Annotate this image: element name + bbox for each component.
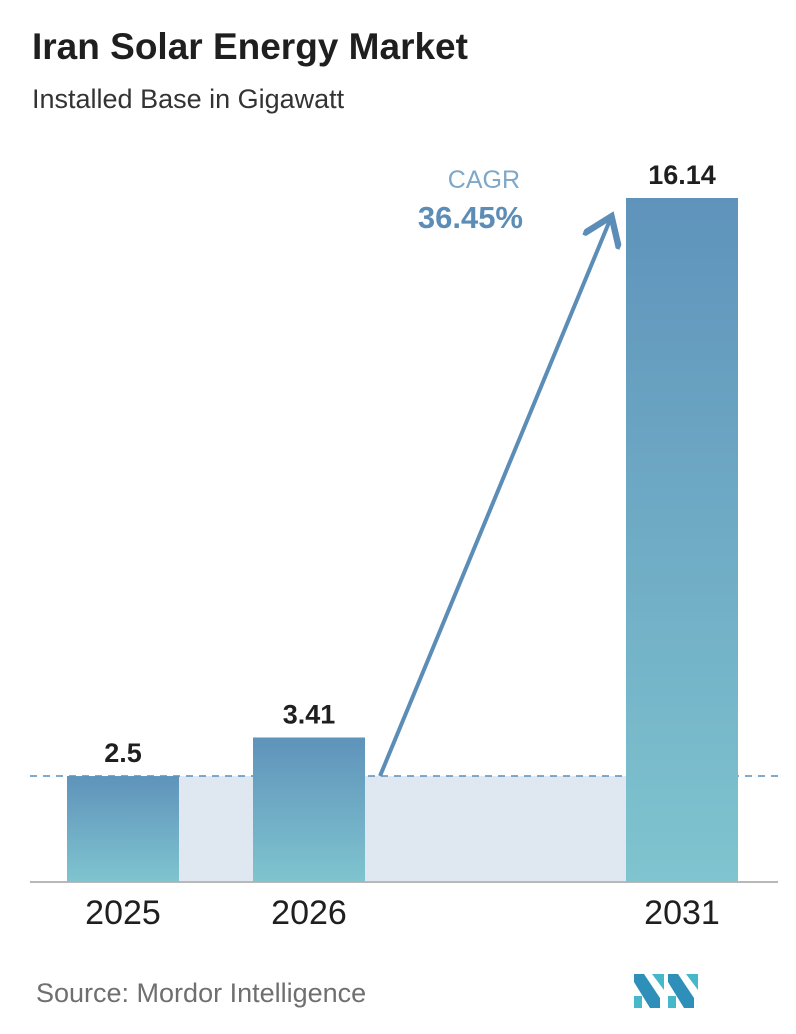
category-label-2031: 2031 (644, 894, 720, 932)
cagr-value: 36.45% (418, 200, 523, 235)
bar-2031 (626, 198, 738, 882)
category-label-2026: 2026 (271, 894, 347, 932)
source-label: Source: Mordor Intelligence (36, 978, 367, 1008)
cagr-label: CAGR (448, 166, 520, 194)
value-label-2026: 3.41 (283, 699, 336, 729)
bar-2026 (253, 737, 365, 882)
chart-title: Iran Solar Energy Market (32, 26, 468, 67)
chart-subtitle: Installed Base in Gigawatt (32, 84, 345, 114)
bar-2025 (67, 776, 179, 882)
cagr-arrow (378, 220, 610, 777)
mordor-intelligence-logo-icon (634, 974, 698, 1008)
bar-chart: 2.5 2025 3.41 2026 16.14 2031 CAGR 36.45% (30, 160, 780, 932)
category-label-2025: 2025 (85, 894, 161, 932)
value-label-2025: 2.5 (104, 738, 142, 768)
value-label-2031: 16.14 (648, 160, 716, 190)
